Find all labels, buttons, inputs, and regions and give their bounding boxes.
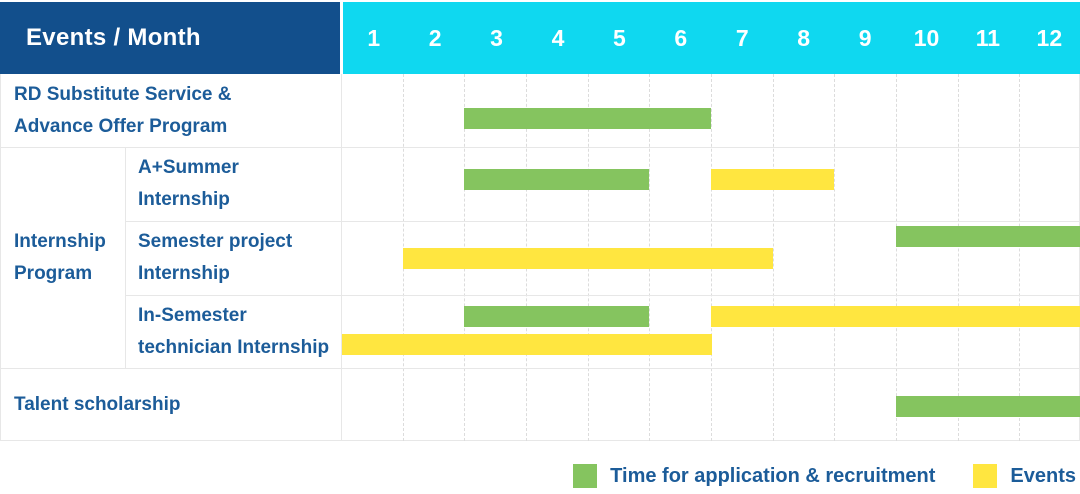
gantt-bar-application [896,396,1080,417]
grid-line-vertical [1019,74,1021,441]
grid-line-horizontal [125,221,1080,222]
grid-line-vertical [341,74,342,441]
grid-line-vertical [896,74,897,441]
month-header-cell: 7 [735,24,749,51]
month-header-cell: 1 [367,24,381,51]
month-header-cell: 9 [858,24,872,51]
gantt-body [0,74,1080,441]
legend-label-application: Time for application & recruitment [610,464,936,487]
month-header-cell: 11 [975,24,1001,51]
grid-line-horizontal [125,295,1080,296]
gantt-bar-event [711,306,1080,327]
month-header-cell: 4 [551,24,565,51]
month-header-cell: 8 [797,24,811,51]
gantt-bar-application [464,108,711,129]
grid-line-vertical [125,147,126,368]
legend-label-events: Events [1010,464,1076,487]
month-header-row: 1 2 3 4 5 6 7 8 9 10 11 12 [340,2,1080,74]
gantt-bars [1,74,1080,440]
legend-swatch-green-icon [573,464,598,488]
legend-swatch-yellow-icon [973,464,998,488]
group-label-internship-program: Internship Program [14,230,106,284]
table-corner-header: Events / Month [0,2,340,74]
legend-item-events: Events [973,464,1076,488]
gantt-bar-event [711,169,835,190]
page-title: Events / Month [26,24,201,51]
grid-line-horizontal [1,368,1080,369]
gantt-bar-application [464,169,650,190]
row-label-a-plus-summer-internship: A+Summer Internship [138,157,239,210]
grid-line-horizontal [1,147,1080,148]
legend-item-application: Time for application & recruitment [573,464,935,488]
month-header-cell: 5 [613,24,626,51]
row-label-rd-substitute-service: RD Substitute Service & Advance Offer Pr… [14,83,232,137]
gantt-bar-application [464,306,650,327]
row-label-talent-scholarship: Talent scholarship [14,393,181,415]
month-header-cell: 2 [428,24,442,51]
grid-line-vertical [772,74,774,441]
month-header-cell: 3 [490,24,503,51]
gantt-bar-event [342,334,712,355]
month-header-cell: 6 [674,24,688,51]
gantt-bar-event [402,248,773,269]
grid-line-vertical [957,74,959,441]
grid-line-vertical [834,74,836,441]
legend: Time for application & recruitment Event… [549,462,1076,490]
row-label-in-semester-technician-internship: In-Semester technician Internship [138,304,330,358]
month-header-cell: 12 [1036,24,1063,51]
gantt-bar-application [896,226,1080,247]
month-header-cell: 10 [913,24,940,51]
row-label-semester-project-internship: Semester project Internship [138,231,293,284]
